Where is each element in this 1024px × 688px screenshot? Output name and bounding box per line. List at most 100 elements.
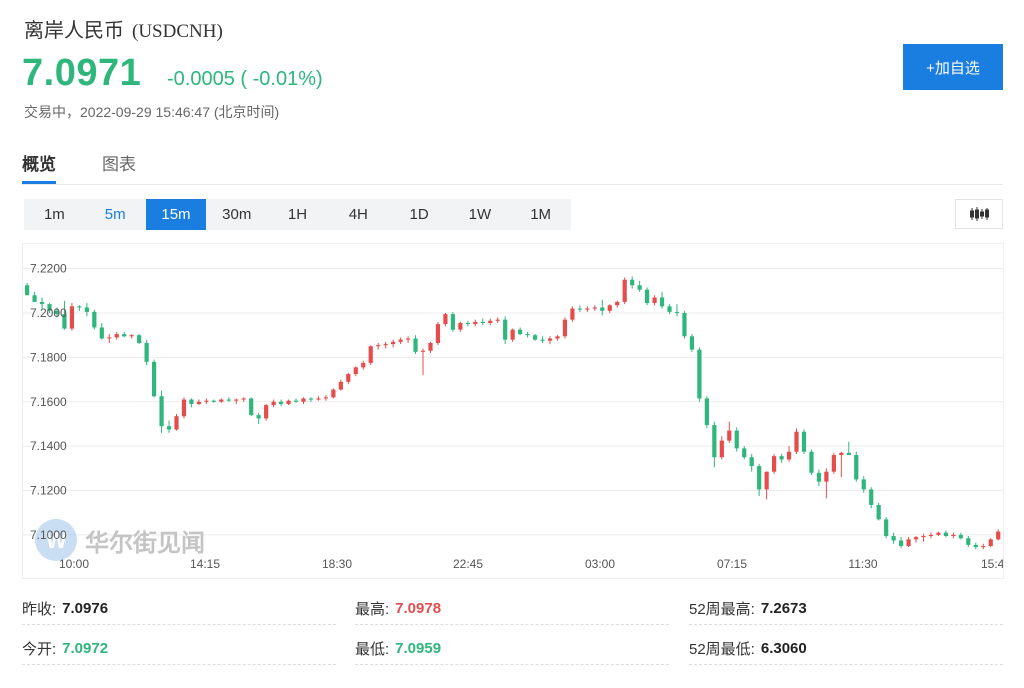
candle-body bbox=[398, 339, 403, 342]
candle-body bbox=[428, 342, 433, 351]
candle-body bbox=[712, 425, 717, 458]
candle-body bbox=[114, 334, 119, 338]
candle-body bbox=[981, 546, 986, 548]
timeframe-1d[interactable]: 1D bbox=[409, 206, 429, 223]
x-tick-label: 07:15 bbox=[717, 557, 747, 571]
svg-text:W: W bbox=[46, 528, 67, 553]
candle-body bbox=[391, 341, 396, 345]
candle-body bbox=[906, 539, 911, 547]
candle-body bbox=[39, 301, 45, 305]
candle-body bbox=[480, 321, 485, 323]
timeframe-1mo[interactable]: 1M bbox=[530, 206, 552, 223]
timeframe-30m[interactable]: 30m bbox=[222, 206, 252, 223]
candle-body bbox=[465, 322, 470, 325]
candle-body bbox=[69, 306, 75, 329]
candle-body bbox=[510, 329, 515, 340]
add-to-watchlist-button[interactable]: +加自选 bbox=[903, 44, 1003, 90]
instrument-code: (USDCNH) bbox=[132, 21, 223, 42]
candle-body bbox=[936, 532, 941, 535]
candle-body bbox=[151, 361, 157, 397]
candle-body bbox=[876, 504, 881, 520]
stats-row: 昨收: 7.0976 最高: 7.0978 52周最高: 7.2673 bbox=[22, 592, 1003, 632]
timeframe-15m[interactable]: 15m bbox=[145, 199, 207, 230]
candle-body bbox=[757, 466, 762, 490]
price-chart[interactable]: W 华尔街见闻 7.2200 7.2000 7.1800 7.1600 7.1400 7.12… bbox=[22, 243, 1004, 579]
candle-body bbox=[211, 400, 216, 402]
candle-body bbox=[585, 308, 590, 310]
candle-body bbox=[77, 306, 82, 308]
current-price: 7.0971 bbox=[22, 52, 142, 94]
candle-body bbox=[323, 397, 328, 399]
candle-body bbox=[62, 314, 67, 329]
chart-type-button[interactable] bbox=[955, 199, 1003, 229]
candle-body bbox=[226, 399, 231, 401]
candle-body bbox=[189, 399, 194, 404]
candle-body bbox=[749, 457, 754, 467]
candle-body bbox=[286, 400, 291, 404]
timeframe-4h[interactable]: 4H bbox=[348, 206, 368, 223]
trading-status: 交易中，2022-09-29 15:46:47 (北京时间) bbox=[24, 104, 280, 120]
tab-chart[interactable]: 图表 bbox=[102, 155, 136, 174]
candle-body bbox=[99, 327, 104, 339]
timeframe-1m[interactable]: 1m bbox=[43, 206, 65, 223]
candle-body bbox=[951, 534, 956, 537]
candle-body bbox=[547, 338, 553, 341]
candle-body bbox=[764, 471, 769, 490]
candle-body bbox=[697, 349, 702, 399]
candle-body bbox=[816, 472, 822, 482]
x-tick-label: 14:15 bbox=[190, 557, 220, 571]
candle-body bbox=[592, 307, 597, 309]
day-low: 最低: 7.0959 bbox=[355, 632, 669, 665]
candle-body bbox=[637, 285, 642, 290]
today-open: 今开: 7.0972 bbox=[22, 632, 336, 665]
candle-body bbox=[107, 337, 112, 339]
candle-body bbox=[831, 455, 836, 472]
prev-close: 昨收: 7.0976 bbox=[22, 592, 336, 625]
candle-body bbox=[600, 307, 605, 311]
candle-body bbox=[786, 451, 792, 460]
candle-body bbox=[719, 440, 724, 458]
candle-body bbox=[966, 538, 971, 545]
candle-body bbox=[413, 338, 418, 352]
candle-body bbox=[779, 456, 784, 460]
candle-body bbox=[338, 381, 343, 390]
candle-body bbox=[525, 334, 530, 336]
candle-body bbox=[958, 534, 963, 539]
candle-body bbox=[689, 336, 695, 350]
timeframe-1h[interactable]: 1H bbox=[287, 206, 308, 223]
y-tick-label: 7.2200 bbox=[30, 262, 67, 276]
timeframe-1w[interactable]: 1W bbox=[468, 206, 492, 223]
candle-body bbox=[368, 346, 373, 363]
candle-body bbox=[562, 319, 568, 337]
candle-body bbox=[159, 396, 164, 427]
timeframe-5m[interactable]: 5m bbox=[104, 206, 126, 223]
candle-body bbox=[555, 336, 560, 339]
candle-body bbox=[92, 311, 97, 328]
candle-body bbox=[570, 308, 575, 320]
x-tick-label: 18:30 bbox=[322, 557, 352, 571]
tab-overview[interactable]: 概览 bbox=[22, 150, 56, 184]
candle-body bbox=[988, 539, 993, 547]
instrument-title: 离岸人民币 (USDCNH) bbox=[24, 14, 223, 43]
candle-body bbox=[443, 314, 448, 325]
candle-body bbox=[996, 531, 1001, 540]
x-tick-label: 15:4 bbox=[981, 557, 1003, 571]
candle-body bbox=[861, 479, 866, 490]
watermark-text: 华尔街见闻 bbox=[85, 529, 205, 557]
candle-body bbox=[47, 304, 52, 311]
candle-body bbox=[420, 350, 426, 352]
candle-body bbox=[241, 398, 246, 400]
candle-body bbox=[839, 452, 844, 456]
candle-body bbox=[704, 398, 709, 426]
candle-body bbox=[264, 405, 269, 419]
candle-body bbox=[376, 345, 381, 347]
candle-body bbox=[503, 319, 508, 340]
candle-body bbox=[316, 398, 321, 400]
candle-body bbox=[659, 297, 665, 307]
candle-body bbox=[137, 335, 142, 343]
candle-body bbox=[32, 295, 37, 302]
candle-body bbox=[196, 401, 202, 404]
candle-body bbox=[308, 398, 314, 400]
candle-body bbox=[674, 311, 680, 314]
candle-body bbox=[615, 301, 620, 306]
